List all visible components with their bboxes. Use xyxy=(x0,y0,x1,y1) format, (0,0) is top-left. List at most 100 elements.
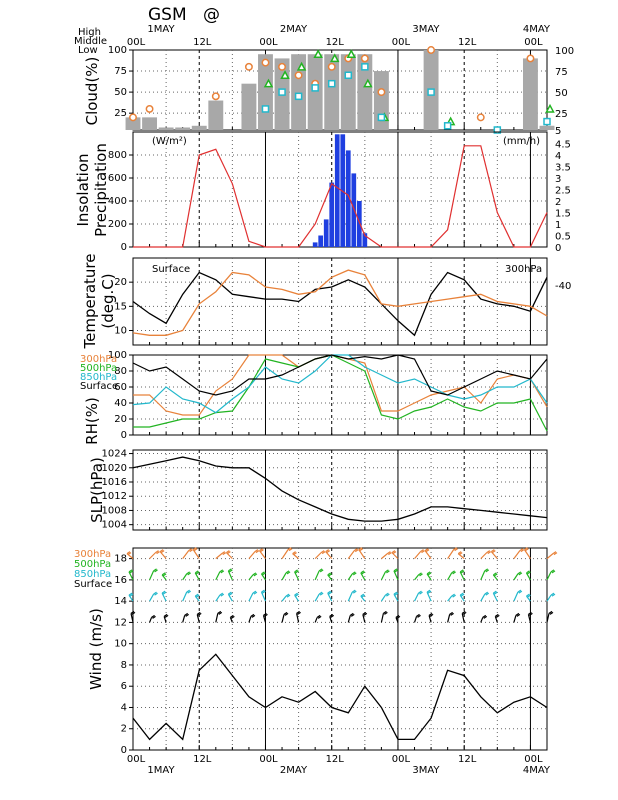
wind-barb-300hpa xyxy=(490,549,498,560)
y-tick-label: 100 xyxy=(108,350,127,361)
cloud-middle-point xyxy=(545,103,555,113)
top-time-label: 12L xyxy=(193,37,212,48)
panel-frame xyxy=(132,354,548,436)
right-tick-label: 1.5 xyxy=(555,209,571,220)
precipitation-bar xyxy=(323,219,329,247)
wind-barb-850hpa xyxy=(215,592,225,602)
bottom-date-label: 4MAY xyxy=(523,765,551,776)
wind-barb-850hpa xyxy=(380,592,390,602)
cloud-low-point xyxy=(427,88,435,96)
wind-barb-surface xyxy=(262,612,268,623)
legend-300hpa: 300hPa xyxy=(74,549,111,560)
wind-barb-300hpa xyxy=(391,550,399,560)
wind-barb-300hpa xyxy=(447,547,458,559)
left-unit-label: (W/m²) xyxy=(152,136,187,147)
cloud-high-point xyxy=(526,54,535,63)
top-time-label: 00L xyxy=(259,37,278,48)
cloud-total-bar xyxy=(373,71,389,130)
y-tick-label: 16 xyxy=(114,575,127,586)
wind-barb-300hpa xyxy=(424,548,432,559)
y-tick-label: 100 xyxy=(108,45,127,56)
precipitation-bar xyxy=(318,235,324,247)
wind-barb-850hpa xyxy=(194,593,200,602)
wind-barb-500hpa xyxy=(360,570,366,581)
precipitation-bar xyxy=(340,134,346,247)
cloud-high-point xyxy=(427,46,436,54)
rh-line-850hpa xyxy=(132,354,548,414)
wind-barb-surface xyxy=(347,612,355,623)
wind-barb-surface xyxy=(163,613,169,623)
right-tick-label: 0 xyxy=(555,243,561,254)
wind-barb-300hpa xyxy=(513,548,525,559)
wind-barb-500hpa xyxy=(546,569,556,581)
precipitation-bar xyxy=(362,233,368,247)
legend-300hpa: 300hPa xyxy=(80,354,117,365)
wind-barb-surface xyxy=(229,614,235,623)
wind-barb-850hpa xyxy=(393,591,399,602)
wind-barb-500hpa xyxy=(215,569,225,581)
insolation-axis-label: Insolation xyxy=(74,153,92,226)
wind-barb-300hpa xyxy=(457,551,465,560)
top-time-label: 12L xyxy=(326,37,345,48)
y-tick-label: 60 xyxy=(114,382,127,393)
cloud-high-point xyxy=(145,104,154,113)
y-tick-label: 12 xyxy=(114,617,127,628)
legend-middle: Middle xyxy=(74,36,107,47)
precipitation-axis-label: Precipitation xyxy=(92,143,110,237)
wind-barb-surface xyxy=(130,610,136,623)
cloud-total-bar xyxy=(208,100,224,130)
bottom-time-label: 12L xyxy=(458,754,477,765)
wind-barb-300hpa xyxy=(292,551,299,560)
cloud-total-bar xyxy=(158,127,174,130)
wind-barb-850hpa xyxy=(492,590,498,602)
wind-barb-300hpa xyxy=(546,551,558,560)
wind-barb-surface xyxy=(314,614,322,623)
y-tick-label: 1008 xyxy=(102,505,127,516)
temperature-line-300hpa xyxy=(132,269,548,336)
wind-barb-300hpa xyxy=(414,549,425,560)
cloud-high-point xyxy=(244,62,253,71)
top-time-label: 00L xyxy=(392,37,411,48)
right-tick-label: 3.5 xyxy=(555,163,571,174)
wind-barb-500hpa xyxy=(227,568,233,581)
wind-barb-surface xyxy=(461,610,467,623)
cloud-low-point xyxy=(361,63,369,71)
y-tick-label: 15 xyxy=(114,301,127,312)
cloud-low-point xyxy=(377,113,386,122)
right-unit-label: (mm/h) xyxy=(503,136,540,147)
cloud-total-bar xyxy=(175,127,191,130)
wind-barb-850hpa xyxy=(327,590,333,602)
wind-barb-500hpa xyxy=(480,568,490,581)
wind-barb-850hpa xyxy=(447,593,456,602)
y-tick-label: 1020 xyxy=(102,463,127,474)
cloud-middle-point xyxy=(313,49,323,58)
wind-barb-surface xyxy=(395,614,401,623)
y-tick-label: 4 xyxy=(121,702,127,713)
right-tick-label: 2 xyxy=(555,197,561,208)
cloud-total-bar xyxy=(142,117,158,130)
legend-500hpa: 500hPa xyxy=(74,559,111,570)
cloud-high-point xyxy=(261,58,270,67)
wind-barb-850hpa xyxy=(413,590,423,602)
slp-axis-label: SLP(hPa) xyxy=(88,457,106,523)
cloud-total-bar xyxy=(291,54,307,130)
wind-barb-500hpa xyxy=(492,572,498,581)
wind-barb-300hpa xyxy=(314,550,326,560)
wind-barb-500hpa xyxy=(459,569,465,581)
wind-barb-500hpa xyxy=(525,570,531,581)
top-date-label: 1MAY xyxy=(147,24,175,35)
y-tick-label: 10 xyxy=(114,326,127,337)
panel-frame xyxy=(132,257,548,346)
legend-high: High xyxy=(78,27,101,38)
wind-barb-surface xyxy=(513,612,521,623)
legend-850hpa: 850hPa xyxy=(74,569,111,580)
series-label-surface: Surface xyxy=(152,264,190,275)
cloud-middle-point xyxy=(346,49,357,58)
y-tick-label: 600 xyxy=(108,173,127,184)
cloud-total-bar xyxy=(539,125,555,130)
wind-speed-line xyxy=(132,653,548,741)
cloud-middle-point xyxy=(363,78,373,88)
top-time-label: 00L xyxy=(524,37,543,48)
